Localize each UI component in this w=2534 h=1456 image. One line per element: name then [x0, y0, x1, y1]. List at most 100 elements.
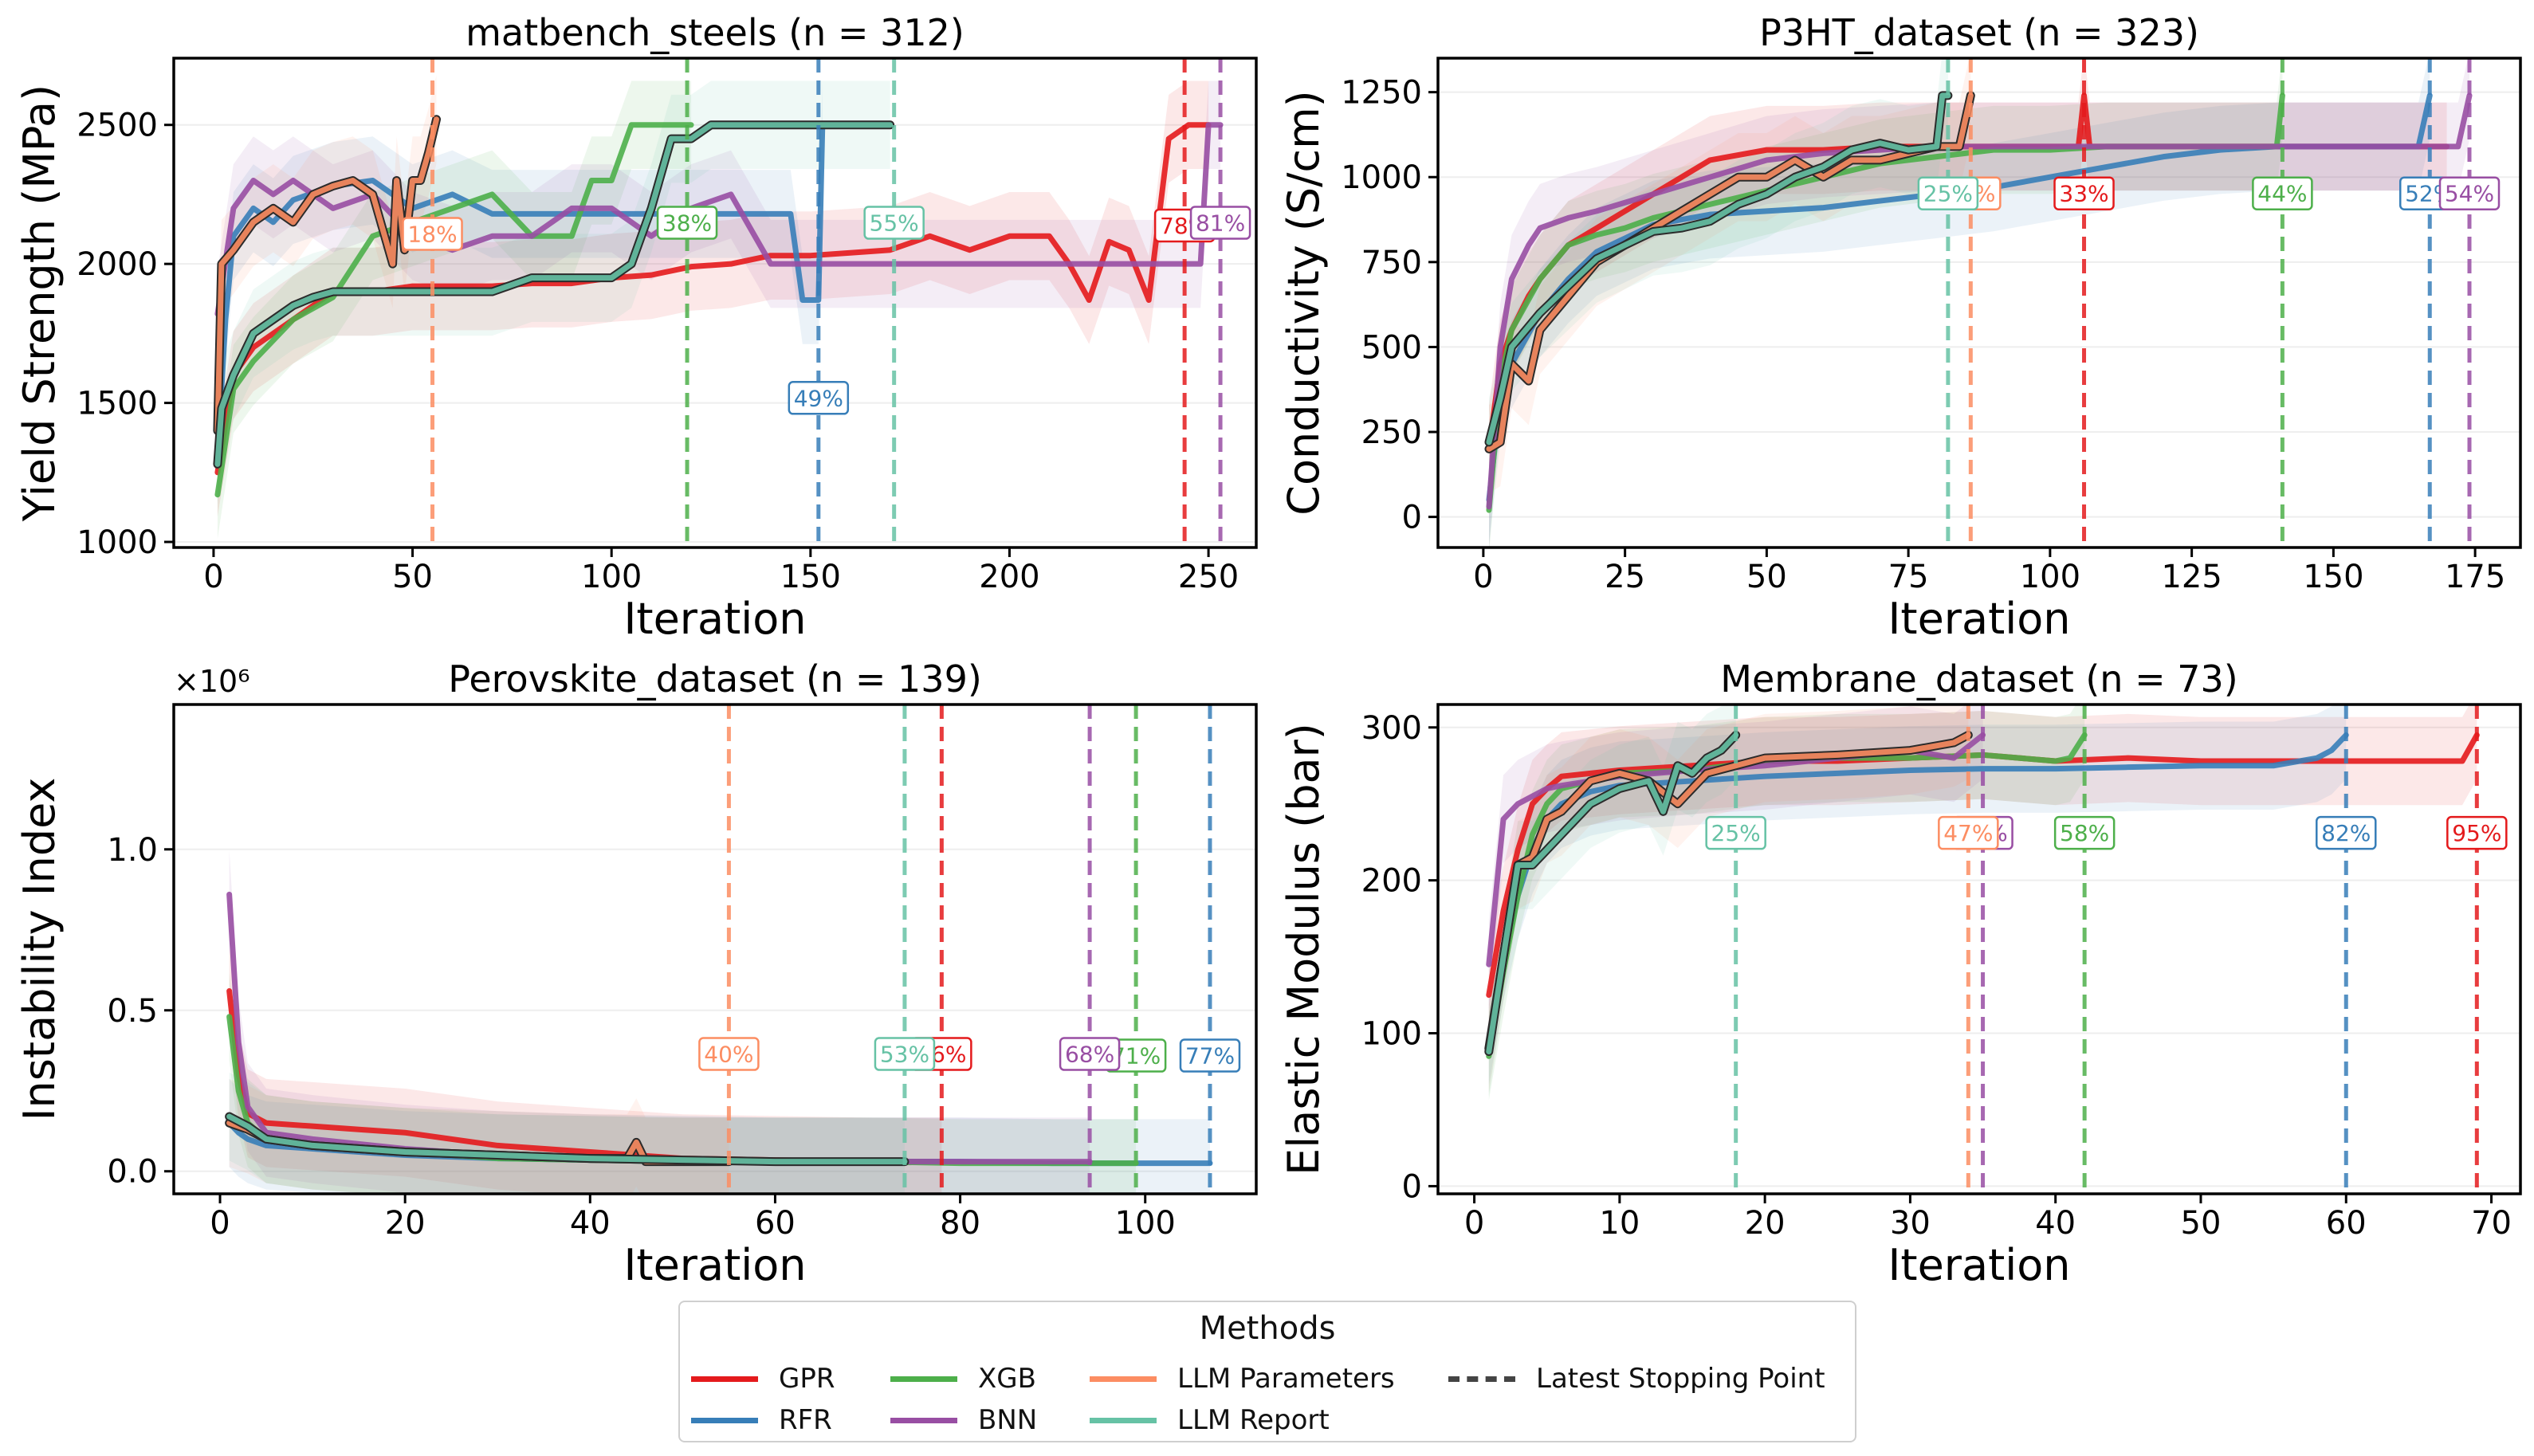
confidence-band-xgb [217, 80, 692, 539]
stop-label-llm-report: 55% [870, 210, 919, 237]
series-line-gpr [1486, 732, 2480, 999]
x-tick-label: 60 [755, 1205, 796, 1242]
x-tick-label: 175 [2445, 559, 2505, 595]
stop-label-box-bnn [2438, 176, 2501, 210]
confidence-band-bnn [229, 850, 1090, 1194]
y-tick-label: 1250 [1341, 75, 1422, 112]
stop-label-llm-parameters: 40% [704, 1042, 753, 1068]
stop-label-gpr: 33% [2059, 181, 2108, 207]
legend-label: XGB [978, 1363, 1036, 1395]
y-tick-label: 200 [1361, 863, 1422, 900]
stop-label-box-rfr [788, 381, 850, 415]
x-tick-label: 0 [203, 559, 223, 595]
y-tick-label: 1500 [77, 386, 158, 422]
confidence-band-gpr [1488, 58, 2447, 493]
stop-label-box-llm-parameters [698, 1037, 760, 1071]
legend-label: BNN [978, 1404, 1038, 1436]
y-tick-label: 0 [1402, 1168, 1422, 1205]
y-axis-label: Instability Index [14, 778, 65, 1121]
x-tick-label: 100 [581, 559, 642, 595]
y-tick-label: 1000 [1341, 159, 1422, 196]
stop-label-xgb: 44% [2257, 181, 2307, 207]
y-tick-label: 250 [1361, 414, 1422, 451]
legend-item-xgb: XGB [890, 1360, 1036, 1398]
legend-swatch [890, 1417, 957, 1423]
x-tick-label: 50 [2181, 1205, 2222, 1242]
stop-label-box-gpr [2446, 815, 2508, 850]
legend-swatch [1090, 1376, 1157, 1382]
stop-label-box-gpr [2053, 176, 2115, 210]
y-tick-label: 2500 [77, 108, 158, 144]
confidence-band-llm-parameters [229, 1078, 729, 1194]
confidence-band-llm-parameters [217, 75, 437, 475]
series-line-llm-report [1486, 92, 1951, 445]
x-tick-label: 30 [1890, 1205, 1931, 1242]
stop-label-box-rfr [1179, 1038, 1241, 1073]
legend-swatch [1448, 1376, 1515, 1382]
x-tick-label: 10 [1599, 1205, 1640, 1242]
stop-label-xgb: 38% [662, 210, 712, 237]
x-tick-label: 20 [1745, 1205, 1786, 1242]
y-tick-label: 2000 [77, 246, 158, 283]
legend-item-llm-report: LLM Report [1090, 1401, 1330, 1439]
x-tick-label: 25 [1605, 559, 1645, 595]
chart-title: Perovskite_dataset (n = 139) [448, 657, 982, 701]
x-tick-label: 250 [1178, 559, 1239, 595]
confidence-band-bnn [217, 80, 1221, 359]
chart-panel-2: 33%52%44%54%27%25%0255075100125150175025… [1279, 11, 2522, 644]
legend-item-latest-stopping-point: Latest Stopping Point [1448, 1360, 1825, 1398]
legend-item-bnn: BNN [890, 1401, 1037, 1439]
confidence-band-llm-report [217, 80, 890, 508]
y-tick-label: 1000 [77, 524, 158, 561]
stop-label-box-bnn [1059, 1037, 1121, 1071]
legend-label: Latest Stopping Point [1536, 1363, 1825, 1395]
y-axis-label: Elastic Modulus (bar) [1279, 723, 1329, 1175]
stop-label-box-xgb [2053, 815, 2116, 850]
y-tick-label: 750 [1361, 245, 1422, 281]
x-axis-label: Iteration [1888, 594, 2070, 644]
axes-frame [172, 703, 1258, 1195]
legend-label: LLM Report [1177, 1404, 1330, 1436]
chart-title: P3HT_dataset (n = 323) [1759, 11, 2199, 54]
legend-swatch [1090, 1417, 1157, 1423]
x-tick-label: 150 [780, 559, 841, 595]
stop-label-llm-report: 25% [1711, 820, 1761, 846]
confidence-band-llm-report [1488, 704, 1736, 1096]
x-tick-label: 50 [392, 559, 433, 595]
confidence-band-llm-parameters [1488, 58, 1971, 493]
legend-swatch [691, 1417, 758, 1423]
y-axis-label: Yield Strength (MPa) [14, 84, 65, 522]
x-tick-label: 0 [1464, 1205, 1484, 1242]
plot-area [1484, 58, 2473, 547]
stop-label-rfr: 82% [2321, 820, 2371, 846]
x-tick-label: 40 [2035, 1205, 2076, 1242]
confidence-band-llm-parameters [1488, 704, 1969, 1093]
stop-label-llm-report: 25% [1923, 181, 1973, 207]
confidence-band-bnn [1488, 58, 2470, 547]
legend-title: Methods [1199, 1310, 1336, 1347]
confidence-band-xgb [1488, 704, 2085, 1101]
y-tick-label: 1.0 [107, 832, 158, 869]
x-tick-label: 100 [2020, 559, 2080, 595]
series-line-llm-report [226, 1113, 908, 1165]
stop-label-box-xgb [2252, 176, 2313, 210]
x-tick-label: 70 [2471, 1205, 2512, 1242]
axes-frame [172, 57, 1258, 549]
legend-item-gpr: GPR [691, 1360, 835, 1398]
chart-title: Membrane_dataset (n = 73) [1720, 657, 2237, 701]
legend: Methods GPR RFR XGB BNN LLM Parameters LLM Re… [678, 1301, 1856, 1442]
x-axis-label: Iteration [623, 1240, 806, 1290]
x-tick-label: 75 [1888, 559, 1929, 595]
legend-label: GPR [779, 1363, 835, 1395]
legend-label: RFR [779, 1404, 832, 1436]
confidence-band-gpr [217, 80, 1209, 517]
stop-label-box-llm-report [1917, 176, 1979, 210]
x-tick-label: 20 [385, 1205, 426, 1242]
stop-label-box-rfr [2316, 815, 2377, 850]
chart-panel-3: 56% 77%71%68%40% 53%0 20 40 60 80 1000.00.51.0P… [14, 657, 1258, 1290]
series-line-bnn [214, 122, 1224, 317]
y-tick-label: 300 [1361, 710, 1422, 747]
stop-label-box-llm-parameters [1938, 815, 1999, 850]
x-tick-label: 50 [1746, 559, 1787, 595]
stop-label-box-xgb [656, 206, 718, 240]
